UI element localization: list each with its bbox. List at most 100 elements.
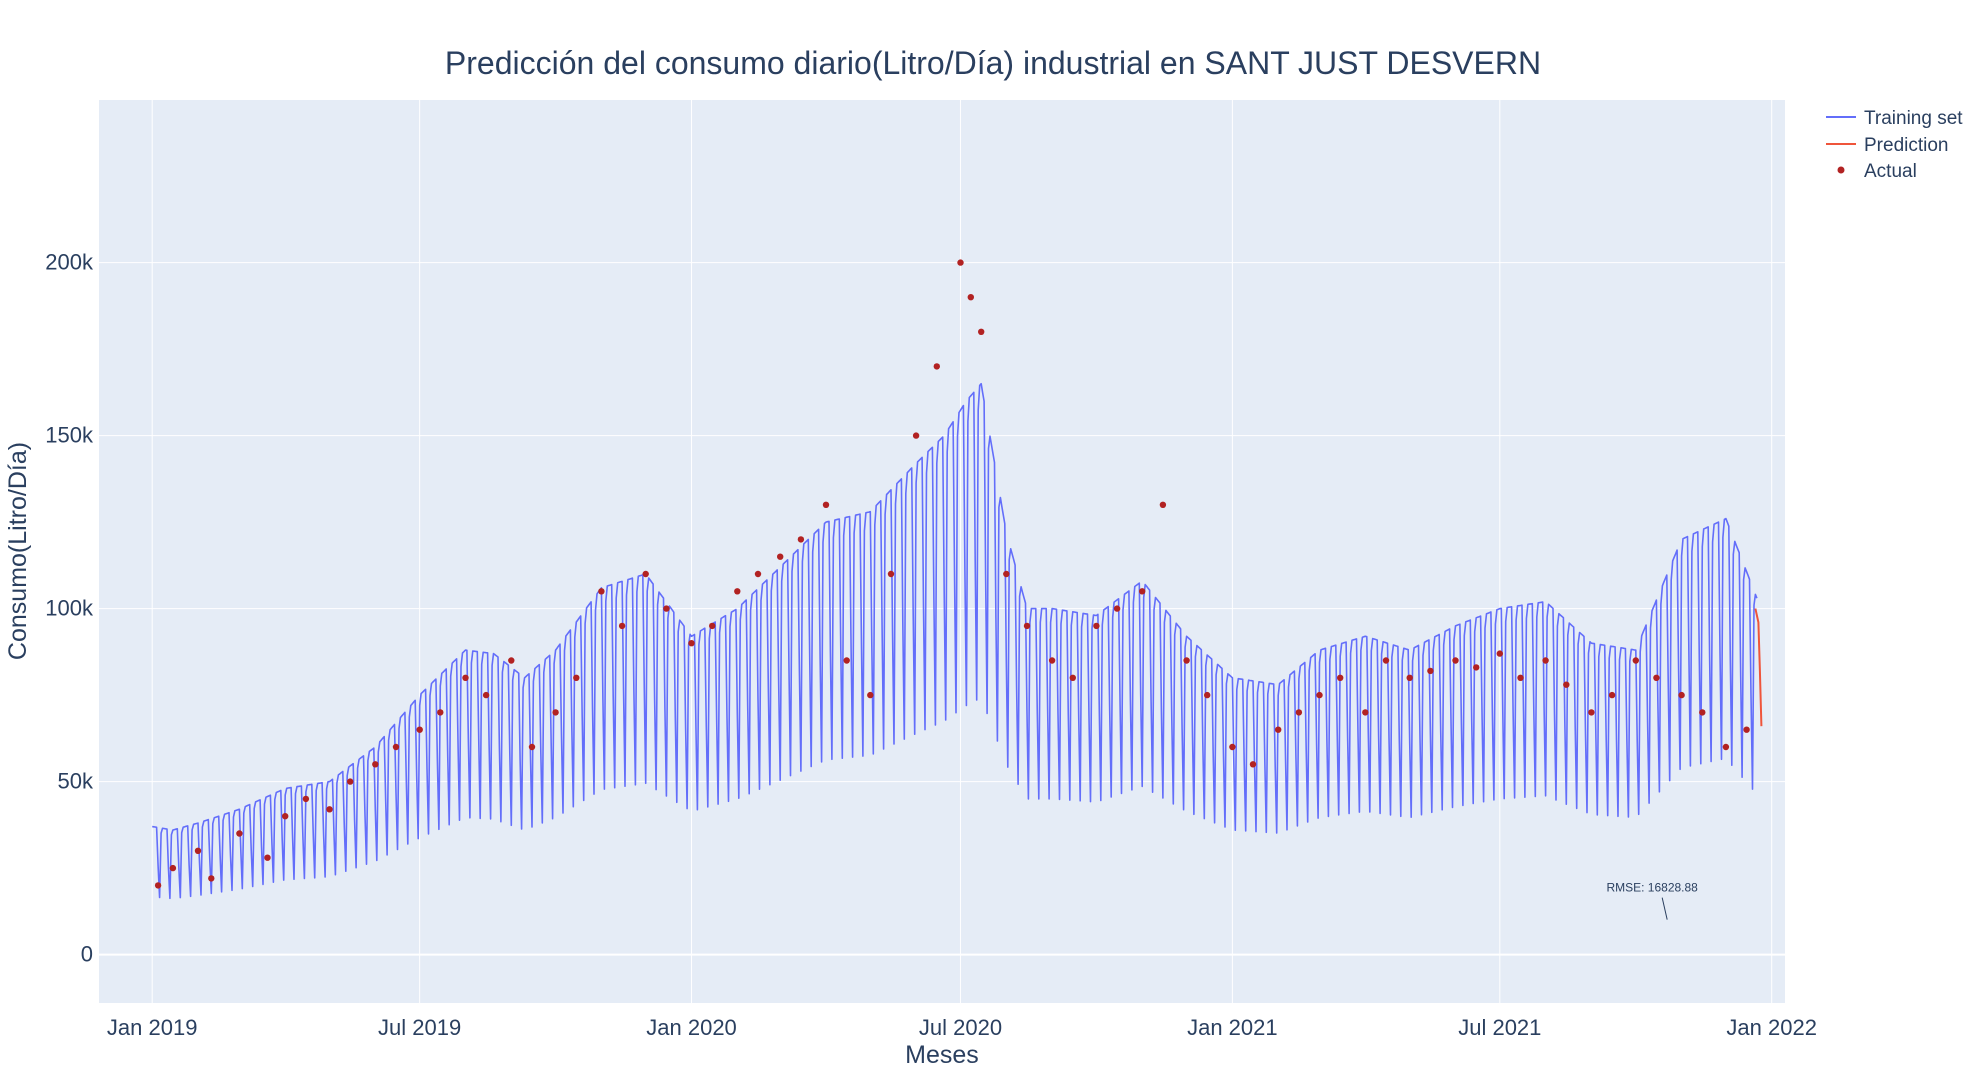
actual-point xyxy=(236,830,243,837)
x-tick-label: Jul 2019 xyxy=(378,1015,461,1040)
actual-point xyxy=(1588,709,1595,716)
y-axis-title: Consumo(Litro/Día) xyxy=(4,442,32,660)
actual-point xyxy=(1275,726,1282,733)
actual-point xyxy=(642,570,649,578)
actual-point xyxy=(282,813,289,820)
actual-point xyxy=(663,605,670,612)
annotation-layer: RMSE: 16828.88 xyxy=(1606,881,1698,920)
actual-point xyxy=(1023,622,1031,630)
actual-point xyxy=(1452,657,1459,664)
actual-point xyxy=(967,294,974,301)
actual-point xyxy=(1204,691,1211,699)
actual-point xyxy=(194,847,202,854)
legend-item-training[interactable]: Training set xyxy=(1826,108,1963,129)
actual-point xyxy=(1362,709,1369,716)
actual-point xyxy=(416,726,423,733)
actual-point xyxy=(912,432,920,439)
actual-point xyxy=(1048,657,1056,664)
actual-point xyxy=(867,691,874,699)
plot-background xyxy=(99,100,1785,1003)
legend-label-training: Training set xyxy=(1864,108,1963,129)
actual-point xyxy=(822,501,830,508)
actual-point xyxy=(326,806,333,813)
actual-point xyxy=(618,622,626,630)
actual-point xyxy=(777,553,784,560)
actual-point xyxy=(843,657,850,664)
actual-point xyxy=(508,657,515,664)
actual-point xyxy=(347,778,354,785)
series-line-prediction xyxy=(1754,608,1763,727)
y-tick-label: 150k xyxy=(45,423,94,448)
actual-point xyxy=(734,588,741,595)
actual-point xyxy=(1139,588,1146,595)
actual-point xyxy=(573,674,580,681)
actual-point xyxy=(1093,622,1100,630)
actual-point xyxy=(1229,743,1236,751)
actual-point xyxy=(552,709,559,716)
actual-point xyxy=(462,674,469,681)
actual-point xyxy=(1542,657,1549,664)
x-tick-label: Jul 2020 xyxy=(919,1015,1002,1040)
axis-layer: 0 50k 100k 150k 200k Jan 2019 Jul 2019 Jan 2020… xyxy=(45,250,1817,1040)
actual-point xyxy=(1249,761,1257,768)
y-tick-label: 50k xyxy=(58,769,94,794)
legend-swatch-actual xyxy=(1837,166,1845,174)
actual-point xyxy=(1427,667,1434,675)
actual-point xyxy=(208,875,215,882)
y-tick-label: 100k xyxy=(45,596,94,621)
actual-point xyxy=(1678,691,1685,699)
actual-point xyxy=(1517,674,1524,681)
x-tick-label: Jan 2020 xyxy=(646,1015,737,1040)
actual-point xyxy=(797,536,805,543)
legend-label-actual: Actual xyxy=(1864,161,1917,182)
actual-point xyxy=(264,854,271,861)
actual-point xyxy=(1608,691,1616,699)
actual-point xyxy=(154,882,162,889)
actual-point xyxy=(1295,709,1303,716)
annotation-text: RMSE: 16828.88 xyxy=(1606,881,1698,895)
actual-point xyxy=(1159,501,1167,508)
actual-point xyxy=(688,640,695,647)
actual-point xyxy=(1563,681,1570,688)
y-tick-label: 200k xyxy=(45,250,94,275)
actual-point xyxy=(1113,605,1121,612)
x-tick-label: Jul 2021 xyxy=(1458,1015,1541,1040)
actual-point xyxy=(169,864,177,872)
actual-point xyxy=(1496,650,1504,657)
legend-item-prediction[interactable]: Prediction xyxy=(1826,135,1949,156)
actual-point xyxy=(1473,664,1480,671)
chart-title: Predicción del consumo diario(Litro/Día)… xyxy=(445,45,1541,81)
actual-point xyxy=(1183,657,1190,664)
actual-point xyxy=(754,570,762,578)
legend: Training set Prediction Actual xyxy=(1826,108,1963,182)
actual-point xyxy=(1382,657,1390,664)
series-line-training xyxy=(152,382,1758,900)
grid-layer xyxy=(99,100,1785,1003)
actual-point xyxy=(1699,709,1706,716)
legend-item-actual[interactable]: Actual xyxy=(1837,161,1917,182)
actual-point xyxy=(1337,674,1344,681)
actual-point xyxy=(372,761,379,768)
actual-point xyxy=(302,795,310,803)
x-tick-label: Jan 2019 xyxy=(107,1015,198,1040)
x-tick-label: Jan 2021 xyxy=(1187,1015,1278,1040)
actual-point xyxy=(957,259,964,266)
actual-point xyxy=(1632,657,1640,664)
actual-point xyxy=(392,743,400,751)
actual-point xyxy=(437,709,444,716)
actual-point xyxy=(1003,570,1010,578)
actual-point xyxy=(1069,674,1077,681)
actual-point xyxy=(482,691,490,699)
actual-point xyxy=(1406,674,1413,681)
actual-point xyxy=(528,743,536,751)
series-layer xyxy=(152,259,1763,900)
y-tick-label: 0 xyxy=(81,942,93,967)
annotation-arrow xyxy=(1661,897,1668,920)
actual-point xyxy=(887,570,895,578)
actual-point xyxy=(1316,691,1323,699)
actual-point xyxy=(1743,726,1750,733)
x-tick-label: Jan 2022 xyxy=(1726,1015,1817,1040)
actual-point xyxy=(709,622,716,630)
legend-label-prediction: Prediction xyxy=(1864,135,1949,156)
